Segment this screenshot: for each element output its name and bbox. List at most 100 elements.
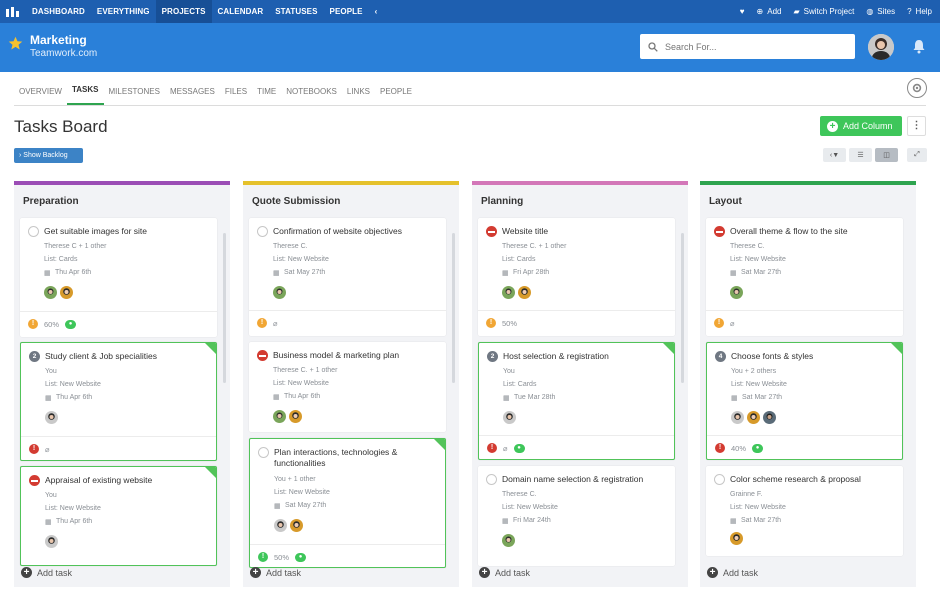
help-menu[interactable]: ? Help	[907, 7, 932, 16]
task-title[interactable]: Business model & marketing plan	[273, 350, 400, 360]
column-scrollbar[interactable]	[223, 233, 226, 383]
avatar[interactable]	[731, 411, 744, 424]
nav-everything[interactable]: EVERYTHING	[96, 7, 150, 16]
avatar[interactable]	[502, 534, 515, 547]
task-checkbox[interactable]: 4	[715, 351, 726, 362]
avatar[interactable]	[730, 532, 743, 545]
task-checkbox[interactable]	[28, 226, 39, 237]
task-card[interactable]: 4 Choose fonts & styles You + 2 others L…	[706, 342, 903, 460]
task-title[interactable]: Host selection & registration	[503, 351, 609, 361]
show-backlog-button[interactable]: › Show Backlog	[14, 148, 83, 163]
task-checkbox[interactable]	[258, 447, 269, 458]
task-checkbox[interactable]	[486, 474, 497, 485]
add-task-button[interactable]: + Add task	[479, 567, 530, 578]
nav-projects[interactable]: PROJECTS	[155, 0, 212, 23]
comment-icon[interactable]: ●	[752, 443, 764, 453]
column-title[interactable]: Layout	[709, 196, 742, 207]
task-title[interactable]: Website title	[502, 226, 549, 236]
avatar[interactable]	[518, 286, 531, 299]
task-title[interactable]: Get suitable images for site	[44, 226, 147, 236]
nav-dashboard[interactable]: DASHBOARD	[32, 7, 85, 16]
attachment-icon[interactable]: ⌀	[730, 318, 735, 328]
task-title[interactable]: Appraisal of existing website	[45, 475, 153, 485]
settings-gear-icon[interactable]	[907, 78, 927, 98]
task-checkbox[interactable]	[714, 226, 725, 237]
task-card[interactable]: Plan interactions, technologies & functi…	[249, 438, 446, 568]
task-title[interactable]: Plan interactions, technologies & functi…	[274, 447, 398, 468]
search-box[interactable]	[640, 34, 855, 59]
avatar[interactable]	[730, 286, 743, 299]
task-card[interactable]: Business model & marketing plan Therese …	[249, 342, 446, 432]
nav-statuses[interactable]: STATUSES	[275, 7, 318, 16]
tab-links[interactable]: LINKS	[346, 87, 370, 96]
column-title[interactable]: Planning	[481, 196, 524, 207]
tab-tasks[interactable]: TASKS	[66, 71, 104, 105]
avatar[interactable]	[273, 410, 286, 423]
add-task-button[interactable]: + Add task	[21, 567, 72, 578]
add-menu[interactable]: ⊕ Add	[757, 7, 782, 16]
nav-collapse-icon[interactable]: ‹	[374, 7, 378, 16]
avatar[interactable]	[502, 286, 515, 299]
avatar[interactable]	[289, 410, 302, 423]
column-scrollbar[interactable]	[681, 233, 684, 383]
comment-icon[interactable]: ●	[295, 552, 307, 562]
app-logo-icon[interactable]	[0, 0, 26, 23]
task-checkbox[interactable]	[257, 226, 268, 237]
task-title[interactable]: Confirmation of website objectives	[273, 226, 402, 236]
nav-people[interactable]: PEOPLE	[329, 7, 363, 16]
task-card[interactable]: Confirmation of website objectives There…	[249, 218, 446, 336]
comment-icon[interactable]: ●	[65, 319, 77, 329]
avatar[interactable]	[60, 286, 73, 299]
task-title[interactable]: Choose fonts & styles	[731, 351, 814, 361]
avatar[interactable]	[45, 411, 58, 424]
attachment-icon[interactable]: ⌀	[273, 318, 278, 328]
task-title[interactable]: Overall theme & flow to the site	[730, 226, 848, 236]
avatar[interactable]	[274, 519, 287, 532]
bell-icon[interactable]	[912, 39, 926, 54]
task-checkbox[interactable]	[29, 475, 40, 486]
sites-menu[interactable]: ◍ Sites	[866, 7, 895, 16]
add-task-button[interactable]: + Add task	[707, 567, 758, 578]
task-title[interactable]: Color scheme research & proposal	[730, 474, 861, 484]
avatar[interactable]	[45, 535, 58, 548]
column-title[interactable]: Preparation	[23, 196, 79, 207]
board-view-icon[interactable]: ◫	[875, 148, 898, 162]
search-input[interactable]	[665, 41, 845, 52]
avatar[interactable]	[747, 411, 760, 424]
tab-notebooks[interactable]: NOTEBOOKS	[286, 87, 337, 96]
tab-overview[interactable]: OVERVIEW	[19, 87, 62, 96]
favorites-heart-icon[interactable]: ♥	[739, 7, 745, 16]
task-checkbox[interactable]: 2	[29, 351, 40, 362]
tab-time[interactable]: TIME	[257, 87, 277, 96]
task-checkbox[interactable]	[486, 226, 497, 237]
switch-project-menu[interactable]: ▰ Switch Project	[793, 7, 854, 16]
tab-files[interactable]: FILES	[224, 87, 248, 96]
add-column-button[interactable]: + Add Column	[820, 116, 902, 136]
avatar[interactable]	[763, 411, 776, 424]
filter-icon[interactable]: ‹▼	[823, 148, 846, 162]
avatar[interactable]	[273, 286, 286, 299]
task-title[interactable]: Study client & Job specialities	[45, 351, 157, 361]
add-task-button[interactable]: + Add task	[250, 567, 301, 578]
avatar[interactable]	[44, 286, 57, 299]
fullscreen-icon[interactable]: ⤢	[907, 148, 927, 162]
task-card[interactable]: 2 Host selection & registration You List…	[478, 342, 675, 460]
column-title[interactable]: Quote Submission	[252, 196, 341, 207]
task-checkbox[interactable]	[257, 350, 268, 361]
task-card[interactable]: Color scheme research & proposal Grainne…	[706, 466, 903, 556]
attachment-icon[interactable]: ⌀	[503, 443, 508, 453]
column-scrollbar[interactable]	[452, 233, 455, 383]
task-card[interactable]: 2 Study client & Job specialities You Li…	[20, 342, 217, 461]
task-card[interactable]: Appraisal of existing website You List: …	[20, 466, 217, 566]
list-view-icon[interactable]: ☰	[849, 148, 872, 162]
more-options-icon[interactable]: ⋮	[907, 116, 926, 136]
task-title[interactable]: Domain name selection & registration	[502, 474, 644, 484]
task-card[interactable]: Website title Therese C. + 1 other List:…	[478, 218, 675, 336]
avatar[interactable]	[503, 411, 516, 424]
project-title[interactable]: Marketing	[30, 33, 87, 47]
tab-messages[interactable]: MESSAGES	[169, 87, 215, 96]
comment-icon[interactable]: ●	[513, 443, 525, 453]
task-checkbox[interactable]	[714, 474, 725, 485]
task-checkbox[interactable]: 2	[487, 351, 498, 362]
nav-calendar[interactable]: CALENDAR	[217, 7, 264, 16]
